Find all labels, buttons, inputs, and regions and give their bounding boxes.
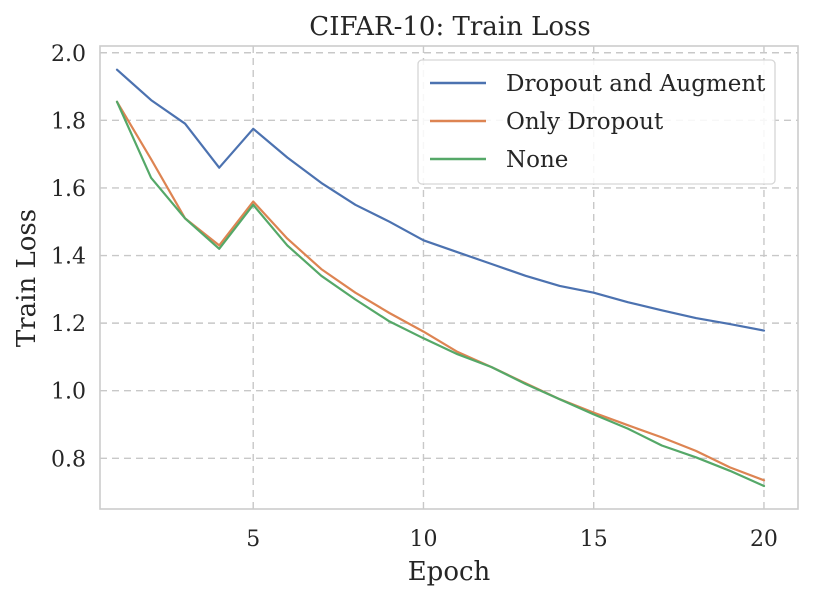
- tick-labels: 5 10 15 20 0.8 1.0 1.2 1.4 1.6 1.8 2.0: [51, 42, 778, 552]
- x-axis-label: Epoch: [408, 557, 491, 587]
- series-line-0: [115, 68, 766, 332]
- y-tick-label: 1.4: [51, 245, 86, 270]
- series-line-1: [115, 100, 766, 482]
- x-tick-label: 15: [580, 527, 608, 552]
- chart-title: CIFAR-10: Train Loss: [309, 12, 590, 42]
- y-tick-label: 1.8: [51, 109, 86, 134]
- series-lines: [115, 68, 766, 488]
- legend-label: None: [506, 147, 568, 173]
- legend-label: Dropout and Augment: [506, 71, 766, 97]
- y-tick-label: 1.6: [51, 177, 86, 202]
- legend-label: Only Dropout: [506, 109, 664, 135]
- y-tick-label: 0.8: [51, 447, 86, 472]
- y-axis-label: Train Loss: [12, 209, 42, 347]
- x-tick-label: 10: [409, 527, 437, 552]
- plot-frame: [99, 45, 799, 510]
- series-line-2: [115, 100, 766, 488]
- x-tick-label: 5: [246, 527, 260, 552]
- y-tick-label: 1.2: [51, 312, 86, 337]
- x-tick-label: 20: [750, 527, 778, 552]
- y-tick-label: 1.0: [51, 380, 86, 405]
- legend: Dropout and Augment Only Dropout None: [417, 59, 776, 185]
- legend-box: [417, 59, 776, 185]
- y-tick-label: 2.0: [51, 42, 86, 67]
